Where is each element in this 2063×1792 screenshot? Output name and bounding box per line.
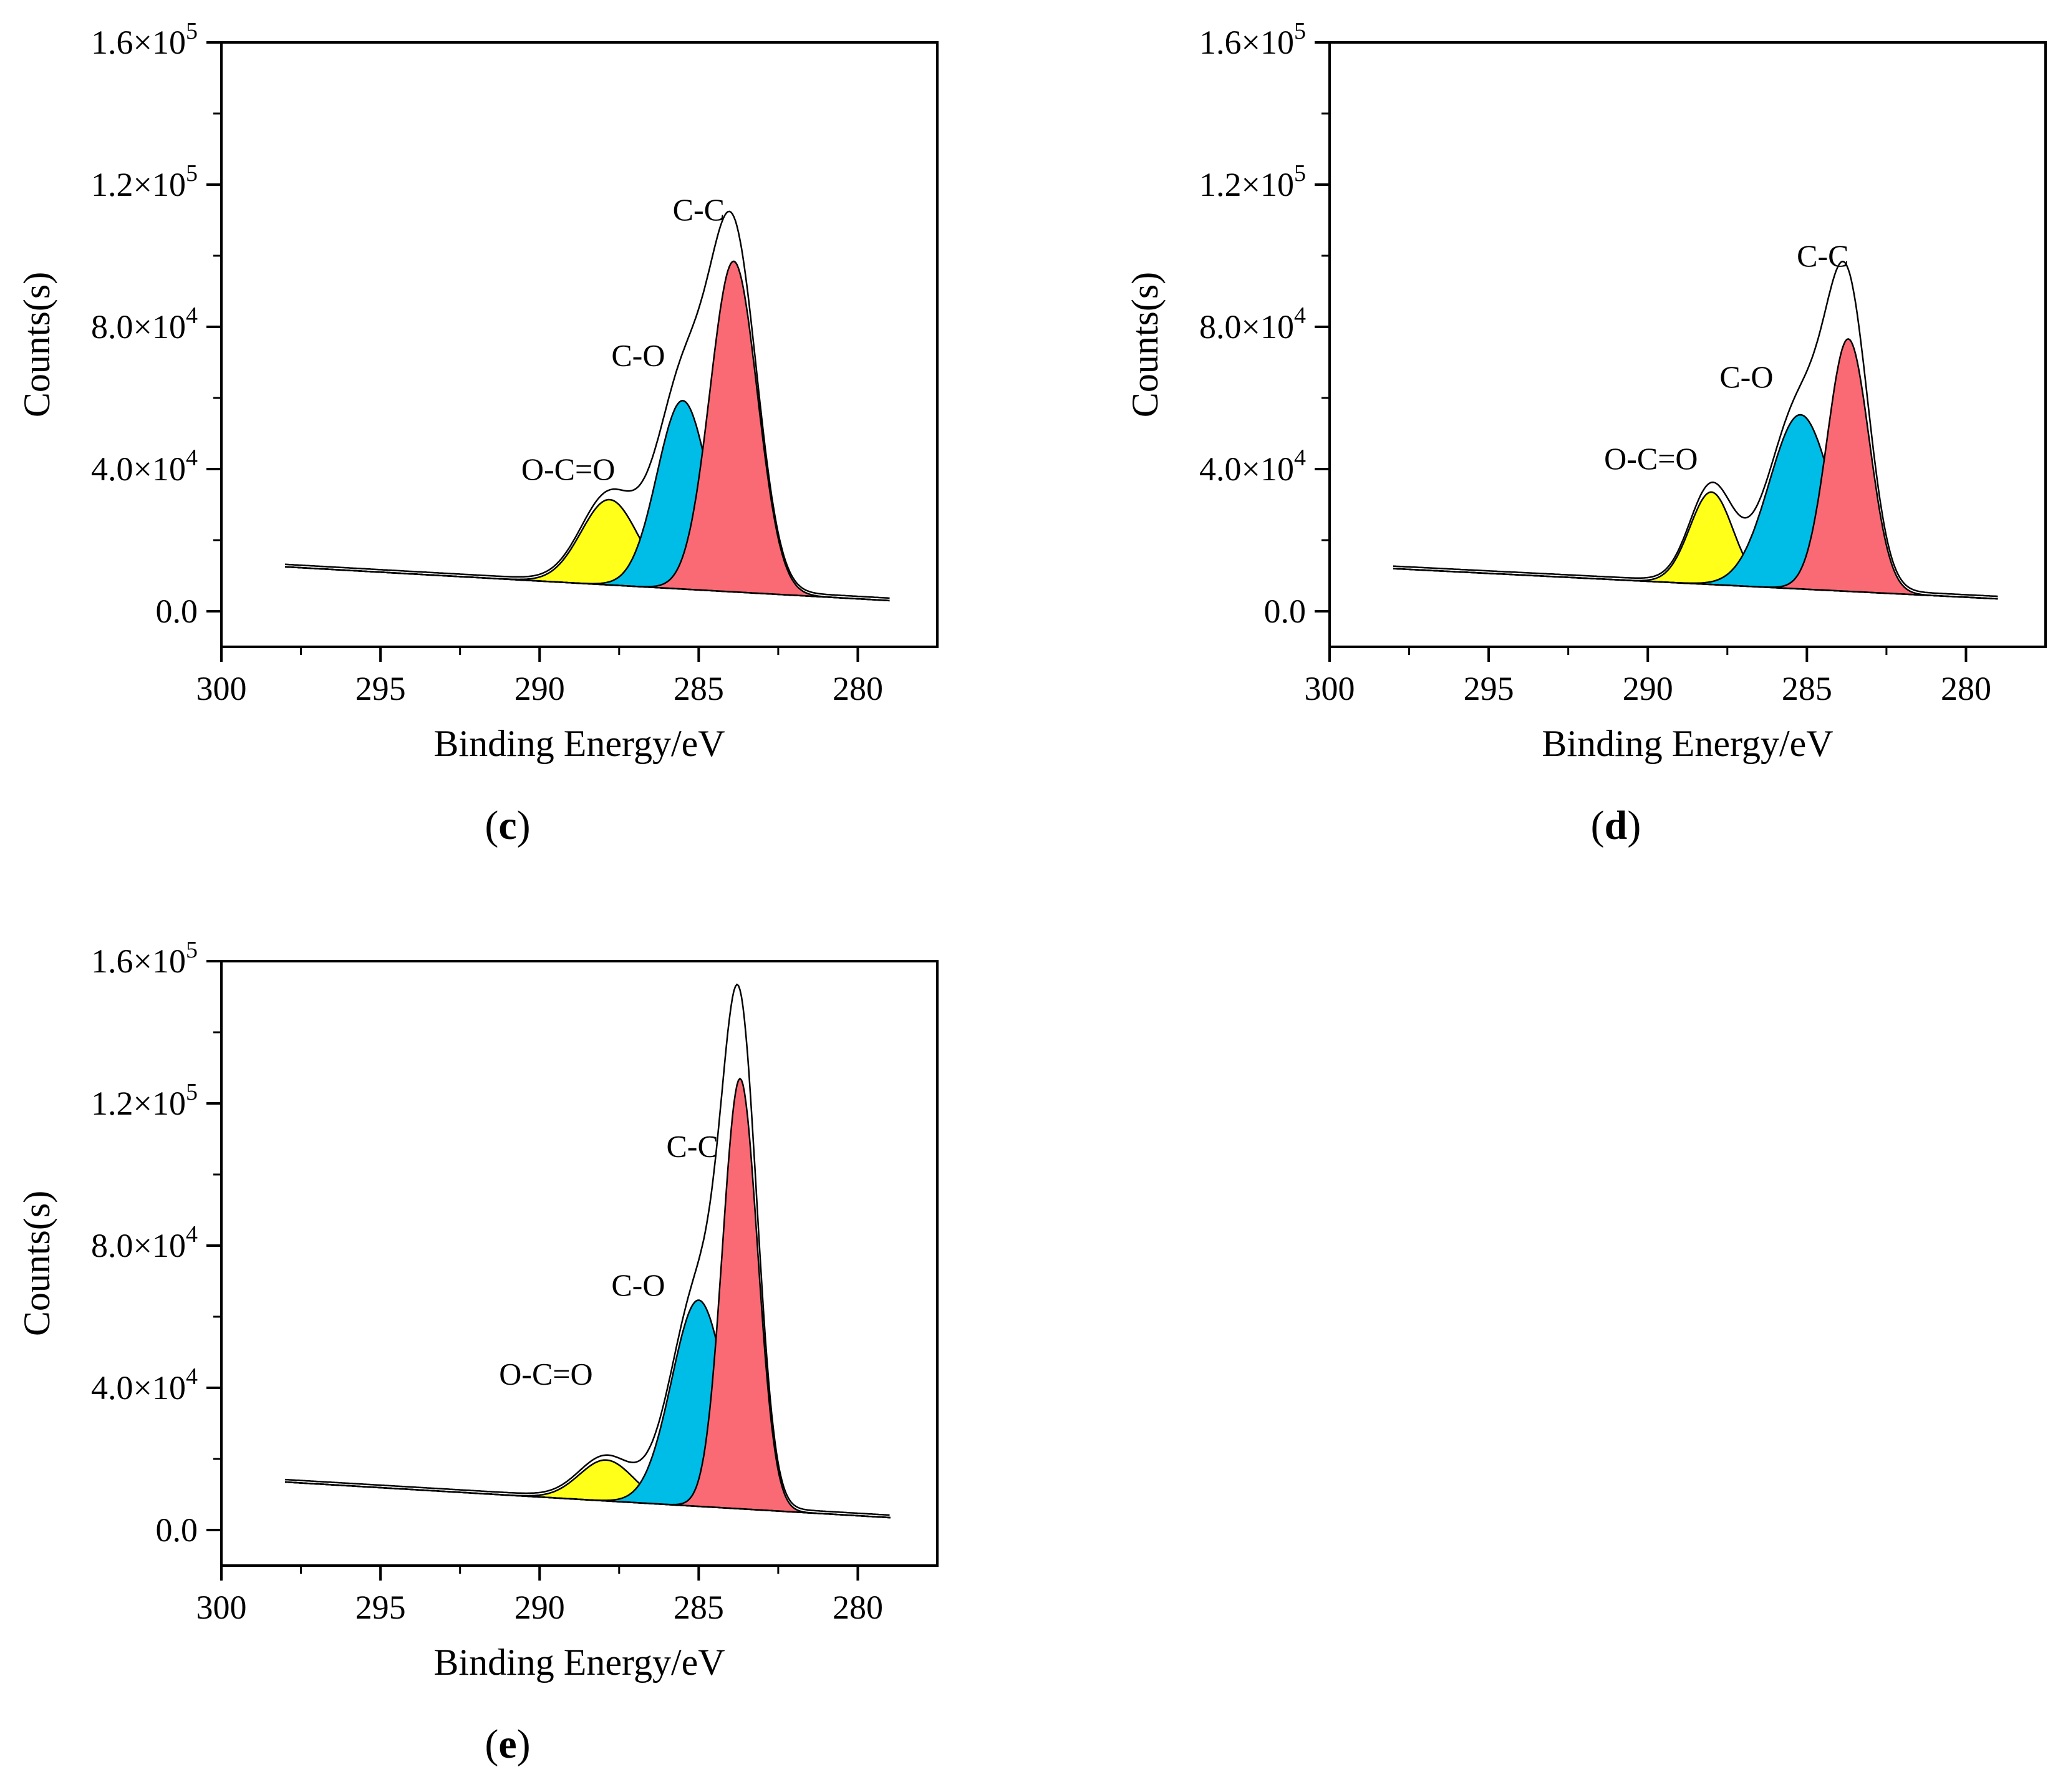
peak-label-c-o: C-O bbox=[1719, 359, 1773, 394]
x-axis-title: Binding Energy/eV bbox=[433, 1642, 725, 1683]
peak-label-o-c-o: O-C=O bbox=[521, 452, 615, 487]
spectrum-envelope bbox=[284, 983, 890, 1516]
panel-e: 300 295 290 285 280 0.0 4.0×104 8.0×104 1.2×105 1… bbox=[16, 937, 939, 1767]
spectrum-envelope bbox=[1393, 260, 1998, 598]
panel-label: (c) bbox=[485, 803, 530, 848]
x-tick-label: 280 bbox=[833, 1589, 883, 1626]
plot-frame bbox=[1328, 41, 2047, 648]
y-tick-label: 0.0 bbox=[156, 1511, 198, 1549]
peak-label-c-c: C-C bbox=[673, 192, 725, 227]
x-tick-label: 280 bbox=[1941, 670, 1991, 707]
y-tick-label: 0.0 bbox=[1264, 593, 1307, 630]
y-axis-title: Counts(s) bbox=[16, 1191, 57, 1336]
peak-label-o-c-o: O-C=O bbox=[499, 1356, 592, 1391]
x-axis-title: Binding Energy/eV bbox=[1542, 723, 1833, 764]
x-tick-label: 300 bbox=[196, 670, 247, 707]
y-tick-label: 0.0 bbox=[156, 593, 198, 630]
peak-o-c-o-component bbox=[284, 1459, 890, 1519]
y-tick-label: 1.2×105 bbox=[1199, 160, 1306, 203]
x-tick-label: 285 bbox=[674, 1589, 724, 1626]
x-tick-label: 285 bbox=[674, 670, 724, 707]
peak-label-c-o: C-O bbox=[611, 338, 665, 373]
y-tick-label: 8.0×104 bbox=[91, 303, 198, 346]
x-tick-label: 295 bbox=[1464, 670, 1514, 707]
x-tick-label: 285 bbox=[1782, 670, 1832, 707]
y-tick-label: 4.0×104 bbox=[91, 445, 198, 488]
y-tick-label: 1.6×105 bbox=[91, 18, 198, 61]
x-tick-label: 300 bbox=[196, 1589, 247, 1626]
y-axis-title: Counts(s) bbox=[1124, 272, 1166, 417]
y-tick-label: 8.0×104 bbox=[91, 1221, 198, 1264]
plot-frame bbox=[220, 960, 939, 1567]
y-axis-title: Counts(s) bbox=[16, 272, 57, 417]
x-tick-label: 290 bbox=[515, 1589, 565, 1626]
peak-label-c-o: C-O bbox=[611, 1267, 665, 1302]
plot-frame bbox=[220, 41, 939, 648]
background-line bbox=[1393, 568, 1998, 600]
x-tick-label: 295 bbox=[355, 670, 406, 707]
background-line bbox=[284, 566, 890, 602]
peak-c-c-component bbox=[284, 1077, 891, 1519]
panel-c: 300 295 290 285 280 0.0 4.0×104 8.0×104 1.2×105 1… bbox=[16, 18, 939, 848]
x-tick-label: 300 bbox=[1305, 670, 1355, 707]
y-tick-label: 1.6×105 bbox=[91, 937, 198, 980]
panel-label: (e) bbox=[485, 1722, 530, 1767]
peak-label-o-c-o: O-C=O bbox=[1604, 441, 1698, 476]
panel-d: 300 295 290 285 280 0.0 4.0×104 8.0×104 1.2×105 1… bbox=[1124, 18, 2047, 848]
spectrum-envelope bbox=[284, 210, 890, 599]
x-tick-label: 290 bbox=[1623, 670, 1673, 707]
y-tick-label: 8.0×104 bbox=[1199, 303, 1306, 346]
peak-label-c-c: C-C bbox=[666, 1129, 718, 1164]
y-tick-label: 1.6×105 bbox=[1199, 18, 1306, 61]
x-tick-label: 295 bbox=[355, 1589, 406, 1626]
x-axis-title: Binding Energy/eV bbox=[433, 723, 725, 764]
y-tick-label: 1.2×105 bbox=[91, 1079, 198, 1122]
y-tick-label: 4.0×104 bbox=[91, 1363, 198, 1407]
background-line bbox=[284, 1481, 890, 1519]
x-tick-label: 290 bbox=[515, 670, 565, 707]
panel-label: (d) bbox=[1591, 803, 1641, 848]
y-tick-label: 1.2×105 bbox=[91, 160, 198, 203]
peak-label-c-c: C-C bbox=[1797, 238, 1848, 273]
x-tick-label: 280 bbox=[833, 670, 883, 707]
y-tick-label: 4.0×104 bbox=[1199, 445, 1306, 488]
